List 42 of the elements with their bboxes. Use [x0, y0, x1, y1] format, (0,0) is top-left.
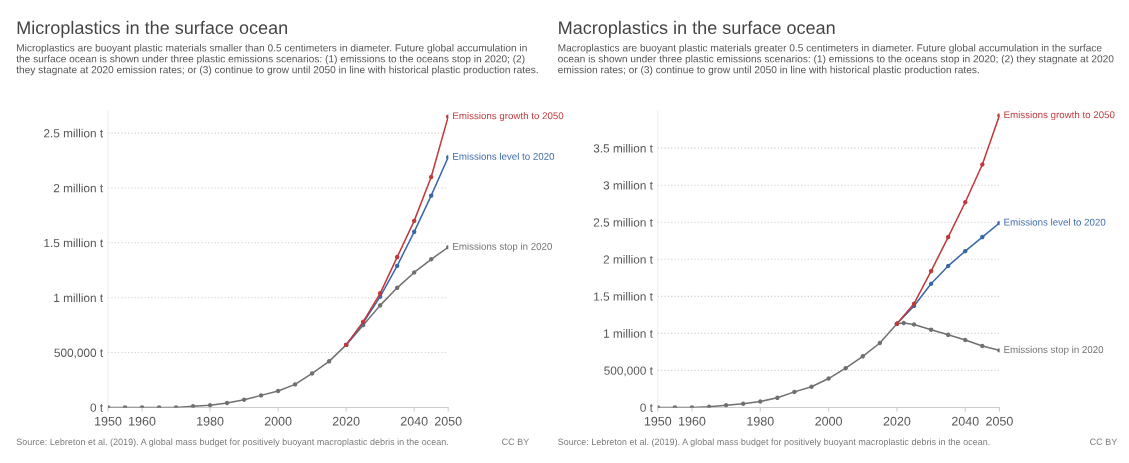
- chart-title: Microplastics in the surface ocean: [17, 20, 287, 38]
- x-tick-label: 2040: [951, 416, 979, 426]
- y-tick-label: 0 t: [90, 403, 104, 412]
- chart-subtitle: Macroplastics are buoyant plastic materials greater 0.5 centimeters in diameter. Future global accumulation in the surface ocean is shown under three plastic emissions scenarios: (1) emissions to the oceans stop in 2020; (2) they stagnate at 2020 emission rates; or (3) continue to grow until 2050 in line with historical plastic production rates.: [558, 43, 1114, 76]
- x-tick-label: 2050: [434, 416, 462, 426]
- y-tick-label: 2 million t: [603, 255, 653, 264]
- series-label: Emissions growth to 2050: [1004, 111, 1115, 121]
- y-tick-label: 1.5 million t: [44, 238, 104, 248]
- y-tick-label: 500,000 t: [604, 366, 653, 377]
- text: CC BY: [502, 438, 529, 446]
- series-label: Emissions stop in 2020: [1004, 345, 1104, 355]
- y-tick-label: 1 million t: [603, 329, 653, 338]
- y-tick-label: 500,000 t: [54, 348, 104, 359]
- source-note: Source: Lebreton et al. (2019). A global mass budget for positively buoyant macroplastic debris in the ocean.: [16, 438, 448, 447]
- x-tick-label: 2020: [883, 416, 911, 426]
- series-label: Emissions level to 2020: [453, 152, 555, 160]
- x-tick-label: 1980: [747, 416, 774, 426]
- x-tick-label: 1960: [129, 416, 156, 426]
- y-tick-label: 3 million t: [603, 180, 653, 190]
- y-tick-label: 3.5 million t: [593, 143, 653, 153]
- y-tick-label: 1.5 million t: [594, 292, 653, 301]
- x-tick-label: 1950: [644, 416, 672, 426]
- x-tick-label: 1950: [95, 416, 122, 426]
- y-tick-label: 2 million t: [53, 183, 104, 193]
- x-tick-label: 2050: [986, 416, 1013, 426]
- text: CC BY: [1090, 438, 1118, 446]
- chart-subtitle: Microplastics are buoyant plastic materials smaller than 0.5 centimeters in diameter. Future global accumulation in the surface ocean is shown under three plastic emissions scenarios: (1) emissions to the oceans stop in 2020; (2) they stagnate at 2020 emission rates; or (3) continue to grow until 2050 in line with historical plastic production rates.: [16, 43, 538, 76]
- y-tick-label: 2.5 million t: [593, 217, 653, 227]
- series-label: Emissions growth to 2050: [453, 112, 564, 122]
- source-note: Source: Lebreton et al. (2019). A global mass budget for positively buoyant macroplastic debris in the ocean.: [558, 438, 990, 447]
- chart-title: Macroplastics in the surface ocean: [559, 20, 835, 38]
- x-tick-label: 2000: [815, 416, 843, 426]
- x-tick-label: 1980: [197, 416, 224, 426]
- x-tick-label: 2040: [400, 416, 428, 426]
- x-tick-label: 2020: [332, 416, 360, 426]
- series-label: Emissions level to 2020: [1004, 218, 1106, 226]
- x-tick-label: 2000: [264, 416, 292, 426]
- series-label: Emissions stop in 2020: [453, 242, 552, 252]
- y-tick-label: 1 million t: [54, 293, 104, 303]
- y-tick-label: 0 t: [640, 403, 653, 412]
- x-tick-label: 1960: [679, 416, 706, 426]
- y-tick-label: 2.5 million t: [44, 128, 104, 138]
